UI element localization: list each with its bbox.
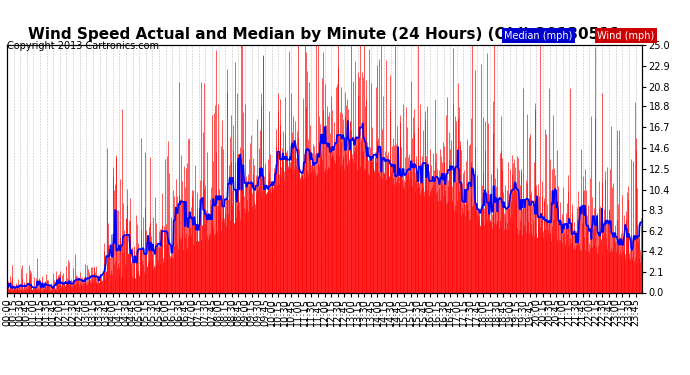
Text: Wind (mph): Wind (mph) xyxy=(598,31,654,40)
Title: Wind Speed Actual and Median by Minute (24 Hours) (Old) 20130511: Wind Speed Actual and Median by Minute (… xyxy=(28,27,620,42)
Text: Median (mph): Median (mph) xyxy=(504,31,573,40)
Text: Copyright 2013 Cartronics.com: Copyright 2013 Cartronics.com xyxy=(7,41,159,51)
